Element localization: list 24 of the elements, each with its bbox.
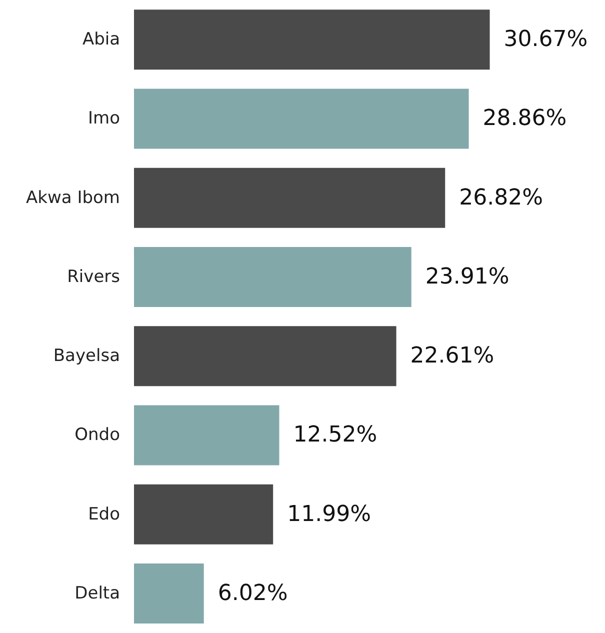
- y-tick-label: Akwa Ibom: [26, 188, 120, 208]
- y-tick-label: Delta: [74, 583, 120, 604]
- bar: [134, 246, 412, 307]
- bar: [134, 88, 469, 149]
- data-label: 12.52%: [293, 422, 378, 448]
- y-tick-label: Edo: [88, 504, 120, 524]
- bar: [134, 563, 204, 624]
- y-tick-label: Imo: [88, 108, 120, 129]
- y-tick-label: Bayelsa: [53, 346, 120, 366]
- data-label: 6.02%: [218, 580, 288, 606]
- y-tick-label: Ondo: [74, 425, 120, 446]
- bar: [134, 326, 396, 386]
- data-label: 11.99%: [287, 502, 371, 527]
- y-tick-label: Abia: [82, 30, 120, 50]
- bar: [134, 168, 446, 228]
- bar: [134, 405, 280, 466]
- bar: [134, 10, 490, 70]
- data-label: 26.82%: [459, 185, 544, 210]
- data-label: 28.86%: [482, 106, 567, 132]
- y-tick-label: Rivers: [67, 266, 120, 287]
- data-label: 22.61%: [410, 344, 494, 369]
- data-label: 23.91%: [425, 264, 510, 290]
- data-label: 30.67%: [504, 27, 588, 52]
- bar: [134, 484, 274, 544]
